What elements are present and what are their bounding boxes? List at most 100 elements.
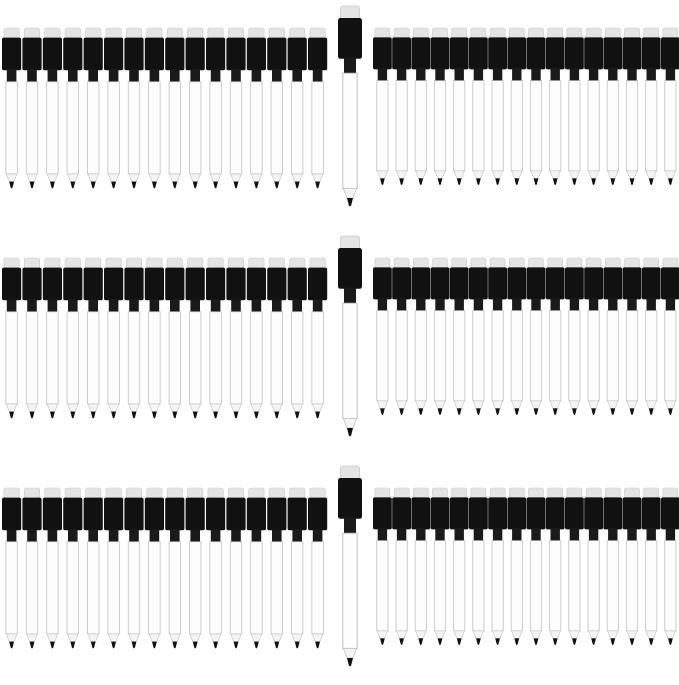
eraser: [24, 487, 40, 499]
cap-clip: [292, 299, 302, 313]
marker: [622, 257, 642, 415]
eraser: [643, 27, 660, 39]
tip: [213, 641, 218, 649]
eraser: [585, 257, 602, 269]
barrel: [472, 540, 485, 632]
cap: [22, 267, 42, 301]
marker: [392, 27, 411, 185]
tip-cone: [189, 633, 201, 642]
tip: [418, 638, 424, 645]
tip: [572, 408, 577, 415]
cap: [392, 37, 411, 70]
tip-cone: [492, 630, 504, 639]
tip: [495, 408, 500, 415]
marker: [622, 27, 642, 185]
cap-clip: [47, 299, 58, 313]
cap-clip: [27, 529, 37, 543]
cap: [488, 497, 507, 530]
cap-clip: [492, 298, 503, 312]
tip: [552, 638, 558, 645]
tip-cone: [664, 400, 676, 409]
cap-clip: [312, 529, 323, 543]
cap-clip: [473, 528, 484, 542]
cap-clip: [416, 68, 426, 82]
cap: [83, 267, 103, 301]
tip-cone: [271, 633, 283, 642]
cap: [144, 267, 164, 301]
cap-clip: [377, 528, 388, 542]
eraser: [489, 257, 506, 269]
tip: [254, 411, 259, 419]
cap: [104, 267, 124, 301]
barrel: [510, 80, 523, 172]
cap-clip: [416, 528, 426, 542]
cap-clip: [492, 68, 503, 82]
tip: [668, 178, 673, 185]
cap-clip: [149, 529, 160, 543]
marker: [246, 487, 266, 649]
barrel: [189, 541, 202, 635]
barrel: [25, 541, 39, 635]
eraser: [547, 257, 564, 269]
barrel: [311, 541, 324, 635]
cap-clip: [129, 69, 139, 83]
marker: [165, 27, 185, 189]
cap-clip: [377, 298, 388, 312]
barrel: [606, 540, 619, 632]
tip-cone: [376, 630, 388, 639]
marker: [338, 5, 362, 207]
eraser: [585, 27, 602, 39]
barrel: [66, 541, 79, 635]
cap-clip: [492, 528, 503, 542]
cap: [287, 497, 307, 531]
eraser: [585, 487, 602, 499]
eraser: [85, 257, 102, 269]
tip: [29, 411, 35, 419]
marker: [185, 487, 205, 649]
marker: [338, 465, 362, 667]
cap: [63, 267, 83, 301]
marker: [83, 257, 103, 419]
marker: [622, 487, 642, 645]
marker: [83, 487, 103, 649]
tip: [437, 408, 443, 415]
eraser: [393, 487, 410, 499]
barrel: [229, 541, 243, 635]
eraser: [146, 257, 163, 269]
marker: [411, 487, 431, 645]
tip: [380, 178, 385, 185]
cap: [526, 37, 546, 70]
barrel: [87, 81, 100, 175]
eraser: [489, 27, 506, 39]
tip: [668, 408, 673, 415]
tip-cone: [67, 403, 79, 412]
tip-cone: [492, 400, 504, 409]
tip: [399, 408, 404, 415]
tip-cone: [588, 400, 600, 409]
marker: [584, 27, 603, 185]
tip: [192, 181, 198, 189]
marker: [661, 257, 679, 415]
tip-cone: [5, 633, 18, 642]
cap-clip: [454, 528, 464, 542]
eraser: [547, 27, 564, 39]
cap-clip: [550, 298, 560, 312]
tip: [495, 178, 500, 185]
barrel: [168, 311, 181, 405]
barrel: [529, 540, 543, 632]
barrel: [66, 311, 79, 405]
cap: [392, 267, 411, 300]
cap: [42, 497, 62, 531]
eraser: [340, 465, 360, 480]
tip: [533, 408, 539, 415]
marker: [63, 257, 83, 419]
tip: [437, 178, 443, 185]
barrel: [568, 540, 581, 632]
barrel: [645, 310, 658, 402]
eraser: [309, 27, 326, 39]
cap-clip: [210, 529, 221, 543]
tip-cone: [511, 400, 523, 409]
cap-clip: [210, 299, 221, 313]
tip-cone: [453, 630, 465, 639]
cap: [373, 267, 392, 300]
